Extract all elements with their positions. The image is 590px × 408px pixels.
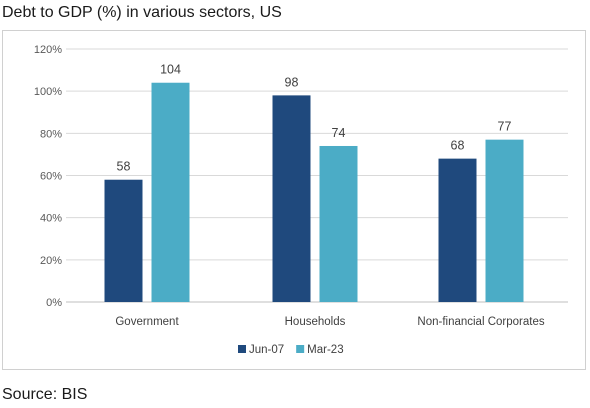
x-axis-categories: Government Households Non-financial Corpor… <box>115 316 544 328</box>
x-category-label: Non-financial Corporates <box>417 316 544 328</box>
gridlines <box>66 48 568 303</box>
bar <box>485 139 524 302</box>
y-axis-ticks: 0% 20% 40% 60% 80% 100% 120% <box>34 44 62 309</box>
data-label: 104 <box>160 63 181 77</box>
bar <box>319 145 358 302</box>
bar <box>151 82 190 302</box>
data-label: 58 <box>117 160 131 174</box>
data-label: 77 <box>498 120 512 134</box>
data-label: 74 <box>332 126 346 140</box>
data-labels: 58 104 98 74 68 77 <box>117 63 512 174</box>
bar-chart: 0% 20% 40% 60% 80% 100% 120% 58 104 98 74 68 77 Gov… <box>34 44 568 356</box>
legend-label: Mar-23 <box>307 344 343 356</box>
y-tick-label: 120% <box>34 44 62 56</box>
x-category-label: Government <box>115 316 179 328</box>
legend-label: Jun-07 <box>249 344 284 356</box>
chart-title: Debt to GDP (%) in various sectors, US <box>2 4 282 21</box>
y-tick-label: 40% <box>40 213 62 225</box>
legend: Jun-07 Mar-23 <box>238 344 344 356</box>
data-label: 98 <box>285 75 299 89</box>
y-tick-label: 80% <box>40 128 62 140</box>
bar <box>104 179 143 302</box>
bar <box>438 158 477 302</box>
legend-swatch <box>296 345 305 353</box>
bars <box>104 82 524 302</box>
legend-swatch <box>238 345 246 353</box>
y-tick-label: 100% <box>34 86 62 98</box>
y-tick-label: 20% <box>40 255 62 267</box>
source-note: Source: BIS <box>2 386 88 403</box>
bar <box>272 95 311 302</box>
y-tick-label: 0% <box>46 297 62 309</box>
data-label: 68 <box>451 139 465 153</box>
y-tick-label: 60% <box>40 171 62 183</box>
x-category-label: Households <box>285 316 346 328</box>
